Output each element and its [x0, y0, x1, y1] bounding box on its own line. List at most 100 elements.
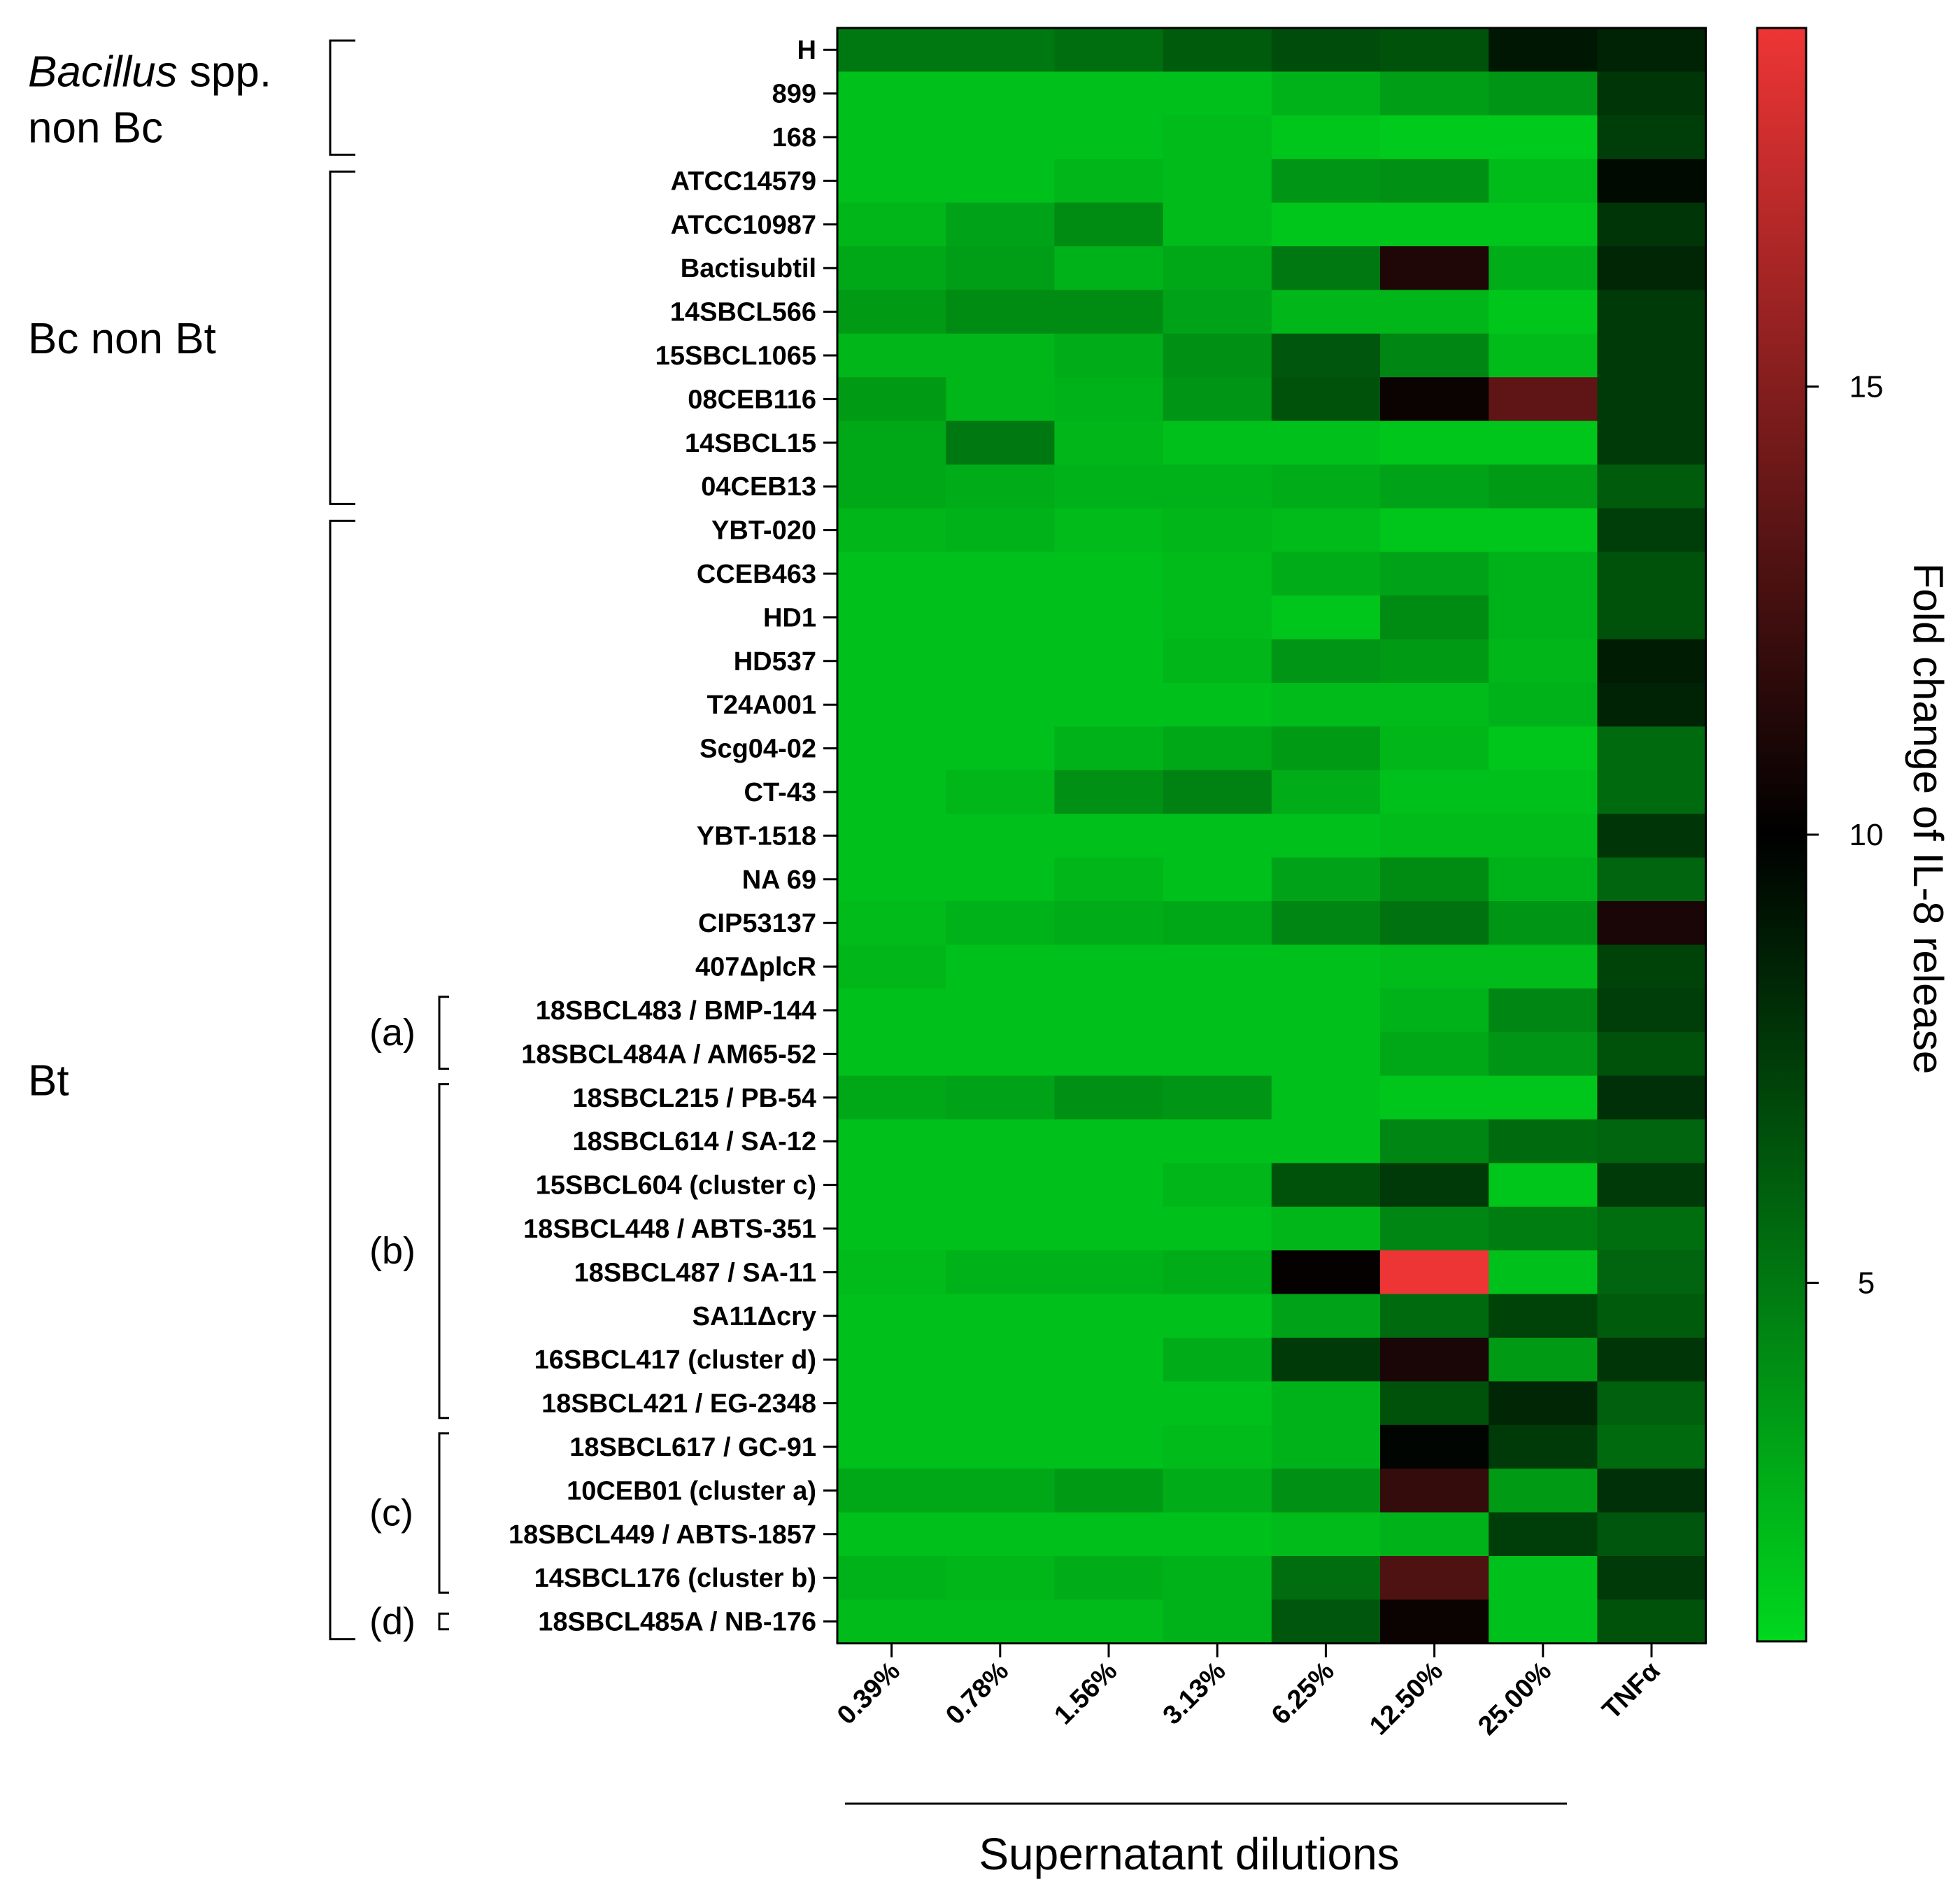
heatmap-cell: [1163, 159, 1272, 204]
heatmap-cell: [1271, 377, 1381, 422]
heatmap-cell: [1380, 1599, 1489, 1644]
heatmap-cell: [946, 857, 1055, 902]
heatmap-cell: [946, 377, 1055, 422]
heatmap-cell: [1271, 115, 1381, 160]
heatmap-cell: [1271, 1032, 1381, 1077]
heatmap-cell: [1163, 508, 1272, 553]
heatmap-cell: [1489, 551, 1598, 596]
heatmap-cell: [1271, 1250, 1381, 1295]
heatmap-cell: [1380, 683, 1489, 727]
heatmap-cell: [1380, 508, 1489, 553]
heatmap-cell: [1380, 551, 1489, 596]
heatmap-cell: [1597, 814, 1707, 858]
heatmap-cell: [837, 1424, 946, 1469]
heatmap-cell: [1489, 246, 1598, 290]
heatmap-cell: [1597, 1294, 1707, 1338]
heatmap-cell: [1163, 1250, 1272, 1295]
heatmap-cell: [1380, 639, 1489, 684]
heatmap-cell: [1163, 770, 1272, 814]
heatmap-cell: [946, 1556, 1055, 1600]
heatmap-cell: [1163, 290, 1272, 334]
heatmap-cell: [1380, 1512, 1489, 1557]
heatmap-cell: [1380, 1381, 1489, 1426]
heatmap-cell: [1054, 901, 1164, 945]
heatmap-cell: [1271, 726, 1381, 771]
column-label: 6.25%: [1266, 1656, 1340, 1730]
row-label: CIP53137: [698, 909, 816, 938]
heatmap-cell: [1489, 1250, 1598, 1295]
heatmap-cell: [1597, 1163, 1707, 1208]
heatmap-cell: [1489, 115, 1598, 160]
heatmap-cell: [837, 857, 946, 902]
heatmap-cell: [837, 290, 946, 334]
colorbar-tick-label: 15: [1849, 369, 1884, 404]
heatmap-cell: [1380, 1469, 1489, 1513]
row-labels: H 899 168 ATCC14579 ATCC10987 Bactisubtil 14SB…: [509, 36, 837, 1637]
heatmap-cell: [1380, 1250, 1489, 1295]
heatmap-cell: [1597, 1599, 1707, 1644]
colorbar-gradient: [1756, 27, 1808, 1643]
heatmap-cell: [837, 420, 946, 465]
heatmap-cell: [1380, 71, 1489, 116]
heatmap-cell: [1163, 857, 1272, 902]
heatmap-cell: [946, 595, 1055, 640]
heatmap-cell: [1380, 420, 1489, 465]
heatmap-cell: [1054, 945, 1164, 989]
heatmap-cell: [1163, 1294, 1272, 1338]
heatmap-cell: [1163, 1512, 1272, 1557]
heatmap-cell: [1271, 1556, 1381, 1600]
heatmap-cell: [946, 814, 1055, 858]
heatmap-cell: [837, 1250, 946, 1295]
heatmap-cell: [1597, 901, 1707, 945]
column-label: 25.00%: [1472, 1656, 1557, 1741]
heatmap-cell: [1163, 377, 1272, 422]
heatmap-cell: [1163, 1338, 1272, 1382]
heatmap-cell: [946, 1250, 1055, 1295]
heatmap-cell: [1489, 28, 1598, 72]
heatmap-cell: [946, 1163, 1055, 1208]
heatmap-cell: [1271, 246, 1381, 290]
row-label: 18SBCL448 / ABTS-351: [523, 1215, 816, 1244]
subgroup-bracket: [438, 1612, 449, 1631]
heatmap-cell: [1271, 508, 1381, 553]
heatmap-cell: [837, 465, 946, 509]
heatmap-cell: [1489, 726, 1598, 771]
heatmap-cell: [946, 508, 1055, 553]
heatmap-cell: [946, 1075, 1055, 1120]
heatmap-cell: [1271, 1512, 1381, 1557]
heatmap-cell: [1380, 1424, 1489, 1469]
heatmap-cell: [1271, 1119, 1381, 1163]
heatmap-cell: [837, 377, 946, 422]
heatmap-cell: [1597, 1119, 1707, 1163]
row-label: CCEB463: [697, 560, 816, 589]
heatmap-cell: [1489, 1206, 1598, 1251]
heatmap-cell: [1054, 420, 1164, 465]
heatmap-cell: [1597, 1032, 1707, 1077]
heatmap-cell: [1271, 290, 1381, 334]
row-label: HD537: [734, 647, 816, 677]
heatmap-cell: [1489, 1032, 1598, 1077]
heatmap-cell: [946, 246, 1055, 290]
heatmap-cell: [1380, 1119, 1489, 1163]
heatmap-cell: [1380, 202, 1489, 247]
heatmap-cell: [1489, 1424, 1598, 1469]
heatmap-cell: [1163, 202, 1272, 247]
heatmap-cell: [837, 901, 946, 945]
heatmap-cell: [946, 1119, 1055, 1163]
heatmap-cell: [946, 333, 1055, 378]
heatmap-cell: [946, 1338, 1055, 1382]
x-axis-title: Supernatant dilutions: [979, 1829, 1399, 1879]
row-label: 18SBCL617 / GC-91: [569, 1433, 816, 1462]
subgroup-label: (a): [369, 1012, 416, 1054]
heatmap-cell: [1163, 465, 1272, 509]
heatmap-cell: [1380, 1163, 1489, 1208]
group-label: Bt: [28, 1057, 69, 1105]
heatmap-cell: [1054, 1206, 1164, 1251]
heatmap-cell: [1489, 595, 1598, 640]
colorbar-title: Fold change of IL-8 release: [1905, 563, 1952, 1074]
heatmap-cell: [1163, 595, 1272, 640]
heatmap-cell: [1380, 988, 1489, 1033]
heatmap-cell: [946, 551, 1055, 596]
heatmap-cell: [1489, 857, 1598, 902]
heatmap-cell: [1380, 377, 1489, 422]
